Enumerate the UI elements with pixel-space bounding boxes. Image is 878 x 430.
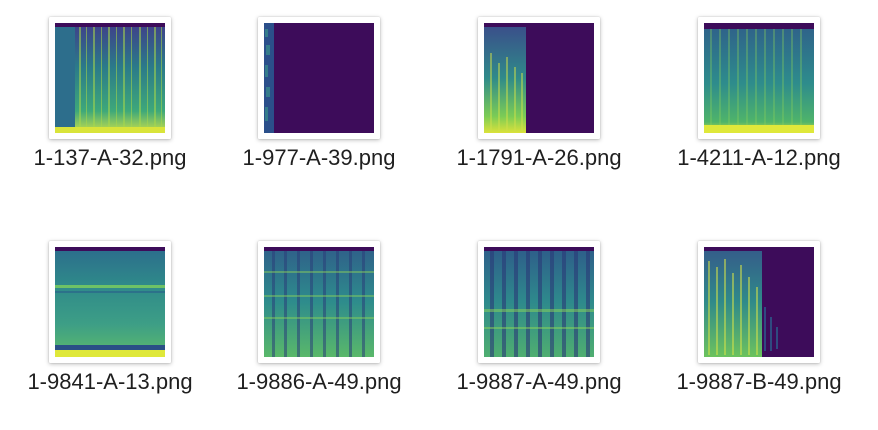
file-item[interactable]: 1-9887-B-49.png <box>649 224 869 424</box>
file-name[interactable]: 1-9841-A-13.png <box>27 369 193 394</box>
spectrogram-thumbnail-icon[interactable] <box>698 241 820 363</box>
spectrogram-thumbnail-icon[interactable] <box>258 17 380 139</box>
file-name[interactable]: 1-137-A-32.png <box>33 145 187 170</box>
file-name[interactable]: 1-9887-A-49.png <box>456 369 622 394</box>
file-item[interactable]: 1-137-A-32.png <box>0 0 220 200</box>
file-name[interactable]: 1-9886-A-49.png <box>236 369 402 394</box>
file-name[interactable]: 1-1791-A-26.png <box>456 145 622 170</box>
file-item[interactable]: 1-9887-A-49.png <box>429 224 649 424</box>
spectrogram-thumbnail-icon[interactable] <box>698 17 820 139</box>
file-item[interactable]: 1-9841-A-13.png <box>0 224 220 424</box>
file-item[interactable]: 1-4211-A-12.png <box>649 0 869 200</box>
file-item[interactable]: 1-9886-A-49.png <box>209 224 429 424</box>
file-item[interactable]: 1-977-A-39.png <box>209 0 429 200</box>
spectrogram-thumbnail-icon[interactable] <box>478 17 600 139</box>
spectrogram-thumbnail-icon[interactable] <box>49 17 171 139</box>
file-name[interactable]: 1-9887-B-49.png <box>676 369 842 394</box>
spectrogram-thumbnail-icon[interactable] <box>478 241 600 363</box>
spectrogram-thumbnail-icon[interactable] <box>49 241 171 363</box>
spectrogram-thumbnail-icon[interactable] <box>258 241 380 363</box>
file-item[interactable]: 1-1791-A-26.png <box>429 0 649 200</box>
file-name[interactable]: 1-977-A-39.png <box>242 145 396 170</box>
file-name[interactable]: 1-4211-A-12.png <box>677 145 841 170</box>
